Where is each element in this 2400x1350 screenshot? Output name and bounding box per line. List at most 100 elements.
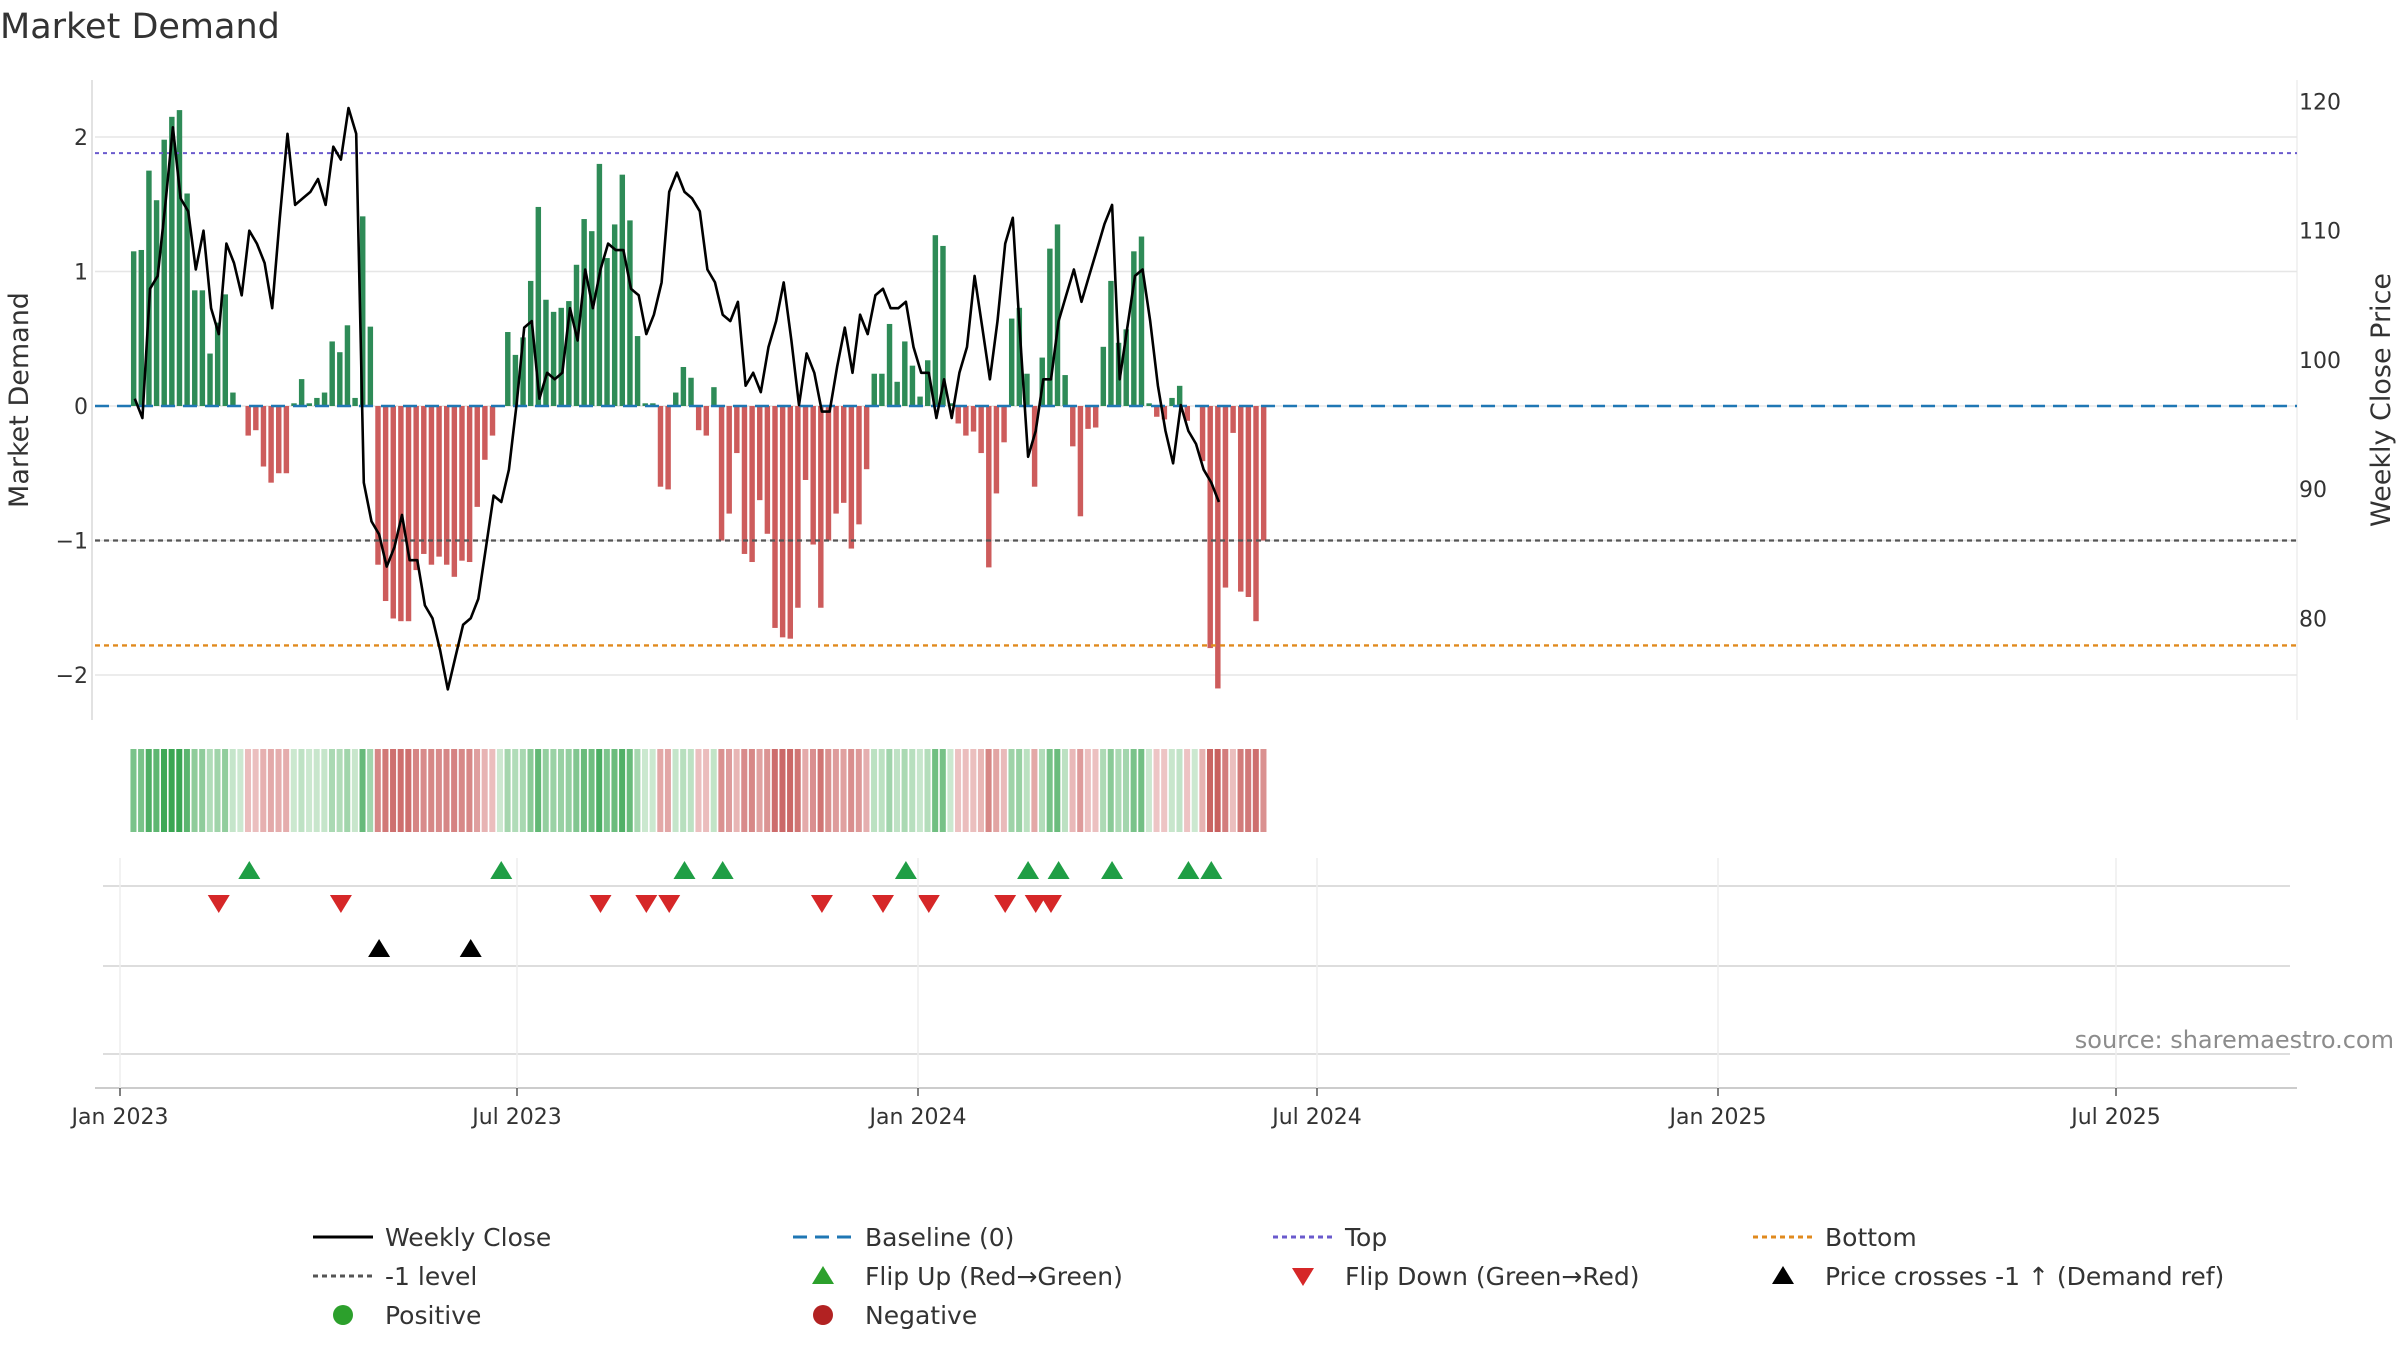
demand-bar bbox=[589, 231, 595, 406]
heat-cell bbox=[977, 749, 984, 832]
heat-cell bbox=[619, 749, 626, 832]
legend-label: Price crosses -1 ↑ (Demand ref) bbox=[1825, 1262, 2224, 1291]
demand-heat-strip bbox=[130, 749, 1267, 832]
demand-bar bbox=[512, 354, 519, 406]
heat-cell bbox=[367, 749, 374, 832]
demand-bar bbox=[1031, 406, 1038, 487]
y-tick-label: 1 bbox=[74, 261, 88, 286]
flip-down-marker bbox=[658, 895, 681, 913]
flip-down-marker bbox=[207, 895, 230, 913]
demand-bar bbox=[1260, 406, 1267, 541]
heat-cell bbox=[970, 749, 977, 832]
heat-cell bbox=[848, 749, 855, 832]
demand-bar bbox=[276, 406, 282, 474]
flip-up-marker bbox=[490, 861, 513, 879]
heat-cell bbox=[1069, 749, 1076, 832]
demand-bar bbox=[443, 406, 450, 565]
demand-bar bbox=[1230, 406, 1236, 433]
legend-item: Weekly Close bbox=[313, 1223, 551, 1252]
heat-cell bbox=[840, 749, 847, 832]
heat-cell bbox=[519, 749, 526, 832]
demand-bar bbox=[848, 406, 855, 549]
demand-bar bbox=[657, 406, 664, 487]
legend-swatch-triangle-down bbox=[1292, 1268, 1314, 1286]
demand-bar bbox=[810, 406, 816, 545]
demand-bar bbox=[581, 219, 587, 406]
heat-cell bbox=[634, 749, 641, 832]
heat-cell bbox=[955, 749, 962, 832]
heat-cell bbox=[718, 749, 725, 832]
heat-cell bbox=[298, 749, 305, 832]
price-cross-marker bbox=[368, 939, 391, 957]
demand-bar bbox=[871, 373, 877, 406]
demand-bar bbox=[199, 290, 206, 406]
demand-bar bbox=[1253, 406, 1259, 622]
heat-cell bbox=[1161, 749, 1168, 832]
legend-item: Bottom bbox=[1753, 1223, 1917, 1252]
demand-bar bbox=[1169, 397, 1175, 406]
demand-bar bbox=[161, 139, 167, 406]
heat-cell bbox=[725, 749, 733, 832]
heat-cell bbox=[176, 749, 183, 832]
demand-bar bbox=[306, 403, 312, 406]
heat-cell bbox=[229, 749, 236, 832]
heat-cell bbox=[1145, 749, 1152, 832]
heat-cell bbox=[328, 749, 335, 832]
heat-cell bbox=[1107, 749, 1114, 832]
legend-item: Negative bbox=[813, 1301, 977, 1330]
demand-bar bbox=[1077, 406, 1084, 517]
heat-cell bbox=[985, 749, 992, 832]
demand-bar bbox=[214, 322, 221, 406]
heat-cell bbox=[649, 749, 656, 832]
heat-cell bbox=[924, 749, 931, 832]
demand-bar bbox=[321, 392, 328, 406]
demand-bar bbox=[757, 406, 763, 501]
heat-cell bbox=[1008, 749, 1015, 832]
demand-bar bbox=[543, 299, 549, 406]
heat-cell bbox=[1206, 749, 1214, 832]
demand-bar bbox=[947, 403, 954, 406]
source-credit: source: sharemaestro.com bbox=[2075, 1026, 2394, 1054]
flip-up-marker bbox=[1017, 861, 1040, 879]
flip-down-marker bbox=[994, 895, 1017, 913]
x-tick-label: Jul 2025 bbox=[2069, 1105, 2161, 1130]
legend-label: Baseline (0) bbox=[865, 1223, 1014, 1252]
demand-bar bbox=[268, 406, 274, 483]
heat-cell bbox=[893, 749, 900, 832]
legend-label: Negative bbox=[865, 1301, 977, 1330]
grid-layer bbox=[91, 80, 2298, 720]
y2-tick-label: 120 bbox=[2299, 91, 2341, 116]
x-tick-label: Jul 2024 bbox=[1270, 1105, 1362, 1130]
demand-bar bbox=[451, 406, 458, 577]
demand-bar bbox=[153, 200, 160, 406]
demand-bar bbox=[1024, 373, 1030, 406]
demand-bar bbox=[917, 396, 923, 406]
heat-cell bbox=[1245, 749, 1252, 832]
heat-cell bbox=[1023, 749, 1030, 832]
demand-bar bbox=[253, 406, 259, 431]
heat-cell bbox=[1084, 749, 1091, 832]
demand-bar bbox=[260, 406, 267, 467]
legend-swatch-circle bbox=[813, 1305, 833, 1325]
heat-cell bbox=[1168, 749, 1175, 832]
heat-cell bbox=[825, 749, 832, 832]
heat-cell bbox=[596, 749, 603, 832]
heat-cell bbox=[206, 749, 213, 832]
heat-cell bbox=[1092, 749, 1099, 832]
heat-cell bbox=[267, 749, 274, 832]
legend-item: Baseline (0) bbox=[793, 1223, 1014, 1252]
demand-bar bbox=[993, 406, 1000, 494]
flip-down-marker bbox=[635, 895, 658, 913]
heat-cell bbox=[794, 749, 801, 832]
demand-bar bbox=[611, 224, 618, 406]
signal-markers bbox=[95, 861, 2297, 1089]
heat-cell bbox=[336, 749, 343, 832]
demand-bar bbox=[1092, 406, 1099, 428]
legend-label: Weekly Close bbox=[385, 1223, 551, 1252]
demand-bar bbox=[680, 366, 687, 406]
heat-cell bbox=[496, 749, 503, 832]
demand-bar bbox=[1070, 406, 1076, 447]
heat-cell bbox=[260, 749, 267, 832]
demand-bar bbox=[1016, 307, 1023, 406]
legend-swatch-triangle-up bbox=[1772, 1266, 1794, 1284]
